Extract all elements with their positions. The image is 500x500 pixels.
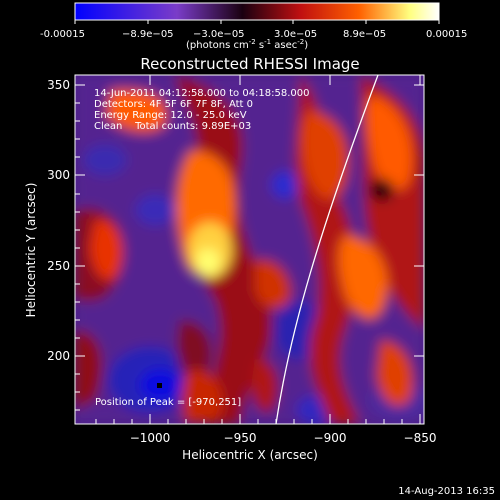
x-tick-label: −950: [224, 431, 257, 445]
y-axis-ticks: [75, 84, 424, 411]
plot-frame: [74, 74, 425, 425]
y-axis-label: Heliocentric Y (arcsec): [24, 183, 38, 318]
colorbar-tick-label: 0.00015: [426, 29, 467, 40]
plot-title: Reconstructed RHESSI Image: [140, 55, 359, 73]
annotation-time-range: 14-Jun-2011 04:12:58.000 to 04:18:58.000: [94, 88, 310, 99]
y-tick-label: 200: [47, 349, 70, 363]
colorbar-tick-label: -0.00015: [40, 29, 85, 40]
annotation-energy: Energy Range: 12.0 - 25.0 keV: [94, 110, 247, 121]
peak-marker: [157, 383, 162, 388]
annotation-detectors: Detectors: 4F 5F 6F 7F 8F, Att 0: [94, 99, 254, 110]
colorbar-ticks: [74, 20, 440, 24]
colorbar-tick-label: −8.9e−05: [122, 29, 174, 40]
x-tick-label: −1000: [130, 431, 171, 445]
annotation-clean: Clean Total counts: 9.89E+03: [94, 121, 252, 132]
rhessi-image: [75, 75, 424, 424]
colorbar-unit-label: (photons cm-2 s-1 asec-2): [186, 38, 308, 51]
x-tick-label: −850: [404, 431, 437, 445]
colorbar: -0.00015 −8.9e−05 −3.0e−05 3.0e−05 8.9e−…: [40, 2, 467, 51]
annotation-peak: Position of Peak = [-970,251]: [95, 397, 242, 408]
y-tick-label: 300: [47, 168, 70, 182]
colorbar-tick-label: 8.9e−05: [343, 29, 386, 40]
y-tick-label: 250: [47, 259, 70, 273]
colorbar-gradient: [74, 2, 440, 21]
x-axis-ticks: [95, 75, 421, 424]
footer-date: 14-Aug-2013 16:35: [398, 486, 495, 497]
y-tick-label: 350: [47, 78, 70, 92]
colorbar-tick-label: −3.0e−05: [193, 29, 245, 40]
solar-limb-curve: [275, 75, 379, 424]
x-tick-label: −900: [314, 431, 347, 445]
x-axis-label: Heliocentric X (arcsec): [182, 448, 318, 462]
colorbar-tick-label: 3.0e−05: [274, 29, 317, 40]
